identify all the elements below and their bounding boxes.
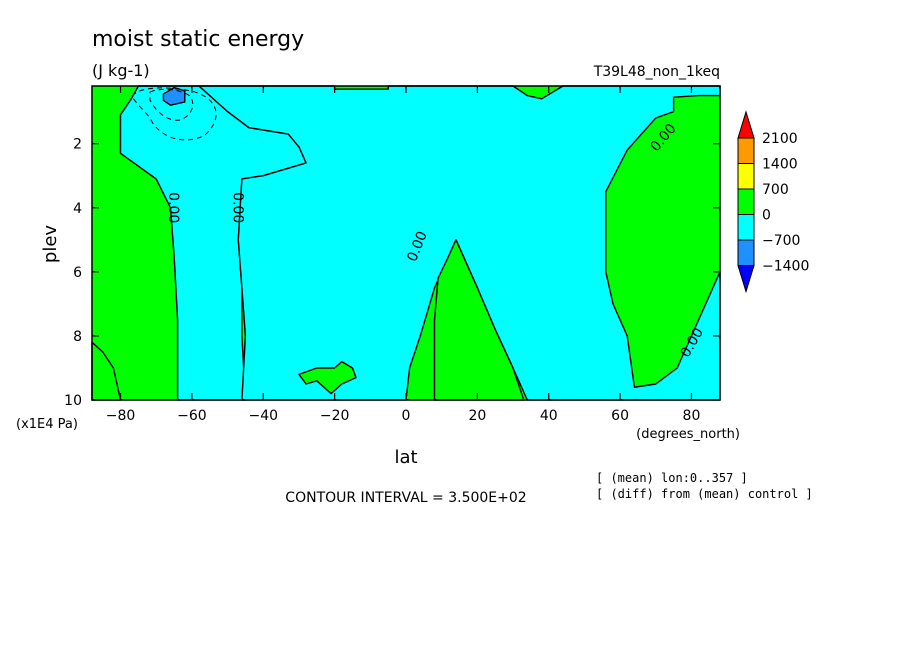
legend-swatch: [737, 110, 755, 139]
x-tick-label: −20: [320, 408, 350, 424]
legend-swatch: [737, 214, 755, 241]
contour-region-positive: [298, 360, 357, 395]
legend-label: 0: [762, 208, 771, 224]
x-tick-label: 20: [468, 408, 486, 424]
legend-label: 700: [762, 182, 789, 198]
legend-label: −700: [762, 233, 800, 249]
chart-title: moist static energy: [92, 27, 304, 52]
contour-label: 0.00: [165, 192, 181, 223]
color-legend: 2100 1400 700 0 −700 −1400: [737, 110, 809, 294]
x-axis-units: (degrees_north): [636, 427, 740, 442]
legend-label: −1400: [762, 259, 809, 275]
y-axis-units: (x1E4 Pa): [16, 417, 78, 432]
x-tick-label: −60: [177, 408, 207, 424]
x-tick-label: 80: [683, 408, 701, 424]
y-tick-label: 10: [64, 393, 82, 409]
contour-region-positive: [433, 239, 525, 401]
dashed-contour: [131, 87, 217, 141]
x-tick-label: −80: [106, 408, 136, 424]
y-axis-title: plev: [40, 225, 61, 264]
dashed-contour: [149, 88, 194, 121]
x-tick-label: 40: [540, 408, 558, 424]
y-tick-label: 8: [73, 329, 82, 345]
y-tick-label: 4: [73, 201, 82, 217]
contour-label: 0.00: [229, 192, 245, 223]
legend-swatch: [737, 239, 755, 266]
legend-swatch: [737, 265, 755, 294]
y-tick-label: 2: [73, 137, 82, 153]
y-axis: 2 4 6 8 10: [64, 137, 720, 409]
y-tick-label: 6: [73, 265, 82, 281]
x-tick-label: −40: [248, 408, 278, 424]
x-axis: −80 −60 −40 −20 0 20 40 60 80: [106, 86, 701, 424]
negative-contours: [131, 87, 217, 141]
note-mean: [ (mean) lon:0..357 ]: [596, 471, 748, 485]
contour-fills: [91, 85, 721, 401]
x-axis-title: lat: [394, 447, 417, 468]
chart-units: (J kg-1): [92, 61, 150, 80]
note-diff: [ (diff) from (mean) control ]: [596, 487, 813, 501]
plot-area: 0.00 0.000.000.000.00 −80 −60 −40 −20 0 20 40 60…: [64, 85, 721, 424]
x-tick-label: 60: [611, 408, 629, 424]
x-tick-label: 0: [402, 408, 411, 424]
legend-swatch: [737, 163, 755, 190]
run-label: T39L48_non_1keq: [593, 64, 720, 80]
contour-region-negative: [162, 86, 186, 106]
legend-label: 1400: [762, 157, 798, 173]
contour-interval: CONTOUR INTERVAL = 3.500E+02: [285, 490, 526, 506]
legend-label: 2100: [762, 131, 798, 147]
legend-swatch: [737, 137, 755, 164]
legend-swatch: [737, 188, 755, 215]
